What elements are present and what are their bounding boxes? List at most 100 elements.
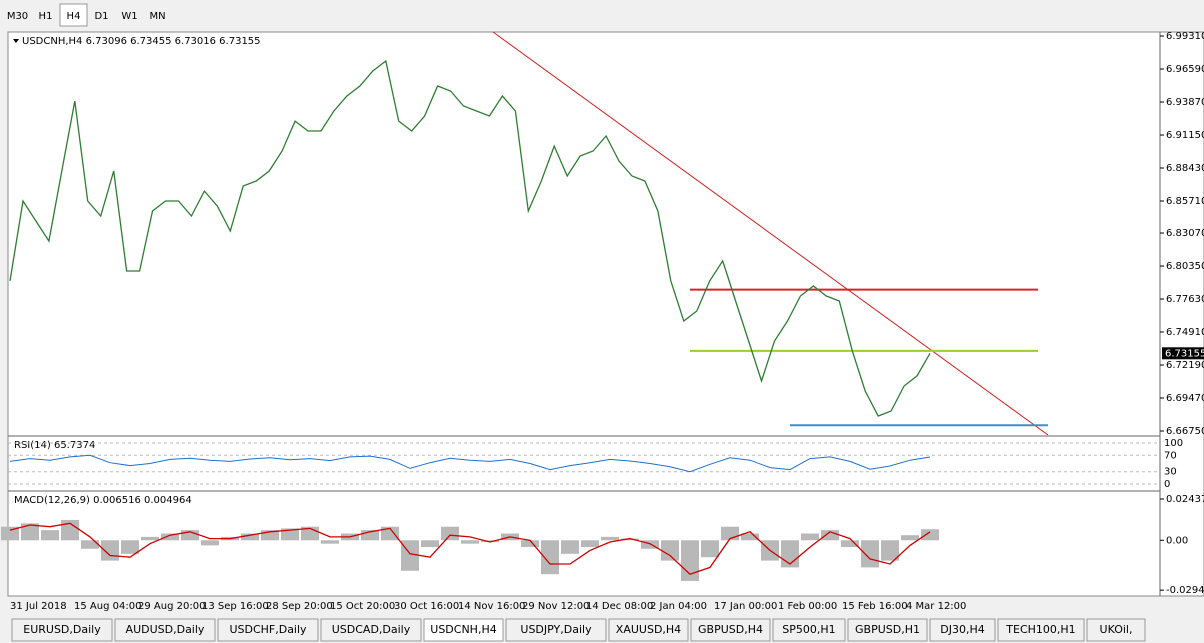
macd-signal (9, 522, 931, 575)
macd-bar (801, 533, 819, 541)
macd-bar (161, 533, 179, 541)
macd-bar (621, 538, 639, 541)
timeframe-label[interactable]: D1 (94, 11, 108, 22)
date-label: 31 Jul 2018 (10, 601, 67, 612)
price-tick-label: 6.99310 (1166, 31, 1204, 42)
symbol-tab[interactable] (217, 618, 319, 642)
symbol-tab[interactable] (423, 618, 504, 642)
macd-bar (1, 526, 19, 541)
macd-bar (121, 540, 139, 554)
last-price-label: 6.73155 (1165, 348, 1204, 359)
timeframe-label[interactable]: M30 (7, 11, 28, 22)
symbol-tab[interactable] (608, 618, 689, 642)
macd-bar (741, 533, 759, 541)
symbol-tab-label[interactable]: USDCHF,Daily (229, 623, 307, 636)
price-tick-label: 6.69470 (1166, 393, 1204, 404)
macd-bar (861, 540, 879, 568)
symbol-tab-label[interactable]: USDCNH,H4 (430, 623, 496, 636)
macd-bar (821, 530, 839, 541)
date-label: 1 Feb 00:00 (778, 601, 837, 612)
macd-bar (21, 523, 39, 541)
date-label: 13 Sep 16:00 (202, 601, 269, 612)
macd-tick-label: 0.00 (1166, 535, 1188, 546)
timeframe-button[interactable] (32, 4, 59, 26)
symbol-tab-label[interactable]: SP500,H1 (782, 623, 835, 636)
macd-bar (181, 530, 199, 541)
symbol-tab[interactable] (929, 618, 996, 642)
macd-bar (561, 540, 579, 554)
date-label: 29 Nov 12:00 (522, 601, 589, 612)
macd-bar (881, 540, 899, 561)
rsi-tick-label: 70 (1164, 450, 1177, 461)
rsi-line (9, 454, 931, 473)
price-tick-label: 6.85710 (1166, 196, 1204, 207)
macd-bar (81, 540, 99, 549)
macd-bar (521, 540, 539, 548)
price-tick-label: 6.66750 (1166, 426, 1204, 437)
date-label: 15 Oct 20:00 (330, 601, 395, 612)
macd-bar (261, 530, 279, 541)
date-label: 2 Jan 04:00 (650, 601, 707, 612)
macd-bar (601, 536, 619, 541)
rsi-tick-label: 30 (1164, 467, 1177, 478)
macd-bar (241, 533, 259, 541)
macd-bar (541, 540, 559, 575)
symbol-tab[interactable] (505, 618, 607, 642)
macd-bar (441, 526, 459, 541)
symbol-tab-label[interactable]: AUDUSD,Daily (126, 623, 205, 636)
last-price-box (1162, 347, 1204, 360)
timeframe-label[interactable]: H1 (39, 11, 53, 22)
symbol-tab-label[interactable]: USDJPY,Daily (520, 623, 592, 636)
macd-bar (641, 540, 659, 549)
symbol-tab[interactable] (1086, 618, 1146, 642)
symbol-tab-label[interactable]: GBPUSD,H4 (698, 623, 763, 636)
symbol-tab-label[interactable]: USDCAD,Daily (332, 623, 411, 636)
timeframe-label[interactable]: MN (149, 11, 165, 22)
symbol-tab[interactable] (690, 618, 771, 642)
symbol-tab-label[interactable]: EURUSD,Daily (23, 623, 101, 636)
date-label: 14 Nov 16:00 (458, 601, 525, 612)
symbol-tab-label[interactable]: TECH100,H1 (1005, 623, 1075, 636)
timeframe-button[interactable] (4, 4, 31, 26)
price-tick-label: 6.74910 (1166, 327, 1204, 338)
symbol-tab-label[interactable]: XAUUSD,H4 (616, 623, 681, 636)
chart-area (7, 31, 1204, 597)
price-tick-label: 6.93870 (1166, 97, 1204, 108)
price-tick-label: 6.88430 (1166, 163, 1204, 174)
macd-tick-label: 0.024372 (1166, 494, 1204, 505)
symbol-tab[interactable] (320, 618, 422, 642)
date-label: 15 Feb 16:00 (842, 601, 908, 612)
symbol-tab-label[interactable]: GBPUSD,H1 (855, 623, 920, 636)
macd-bar (201, 540, 219, 546)
date-label: 15 Aug 04:00 (74, 601, 141, 612)
macd-bar (381, 526, 399, 541)
macd-bar (701, 540, 719, 558)
macd-bar (481, 540, 499, 542)
symbol-tab[interactable] (772, 618, 846, 642)
price-tick-label: 6.83070 (1166, 228, 1204, 239)
date-label: 14 Dec 08:00 (586, 601, 653, 612)
symbol-tab[interactable] (114, 618, 216, 642)
symbol-tab-label[interactable]: UKOil, (1100, 623, 1133, 636)
timeframe-button[interactable] (59, 3, 88, 27)
timeframe-button[interactable] (116, 4, 143, 26)
timeframe-button[interactable] (88, 4, 115, 26)
price-tick-label: 6.77630 (1166, 294, 1204, 305)
macd-tick-label: -0.029423 (1166, 585, 1204, 596)
symbol-tab[interactable] (11, 618, 113, 642)
timeframe-label[interactable]: H4 (67, 11, 81, 22)
date-label: 17 Jan 00:00 (714, 601, 777, 612)
macd-bar (581, 540, 599, 548)
timeframe-label[interactable]: W1 (121, 11, 137, 22)
timeframe-button[interactable] (144, 4, 171, 26)
symbol-tab[interactable] (847, 618, 928, 642)
macd-bar (321, 540, 339, 544)
collapse-icon (13, 39, 19, 43)
macd-bar (661, 540, 679, 561)
macd-bar (41, 530, 59, 541)
symbol-tab[interactable] (997, 618, 1085, 642)
macd-bar (281, 528, 299, 541)
symbol-tab-label[interactable]: DJ30,H4 (940, 623, 984, 636)
price-tick-label: 6.80350 (1166, 261, 1204, 272)
